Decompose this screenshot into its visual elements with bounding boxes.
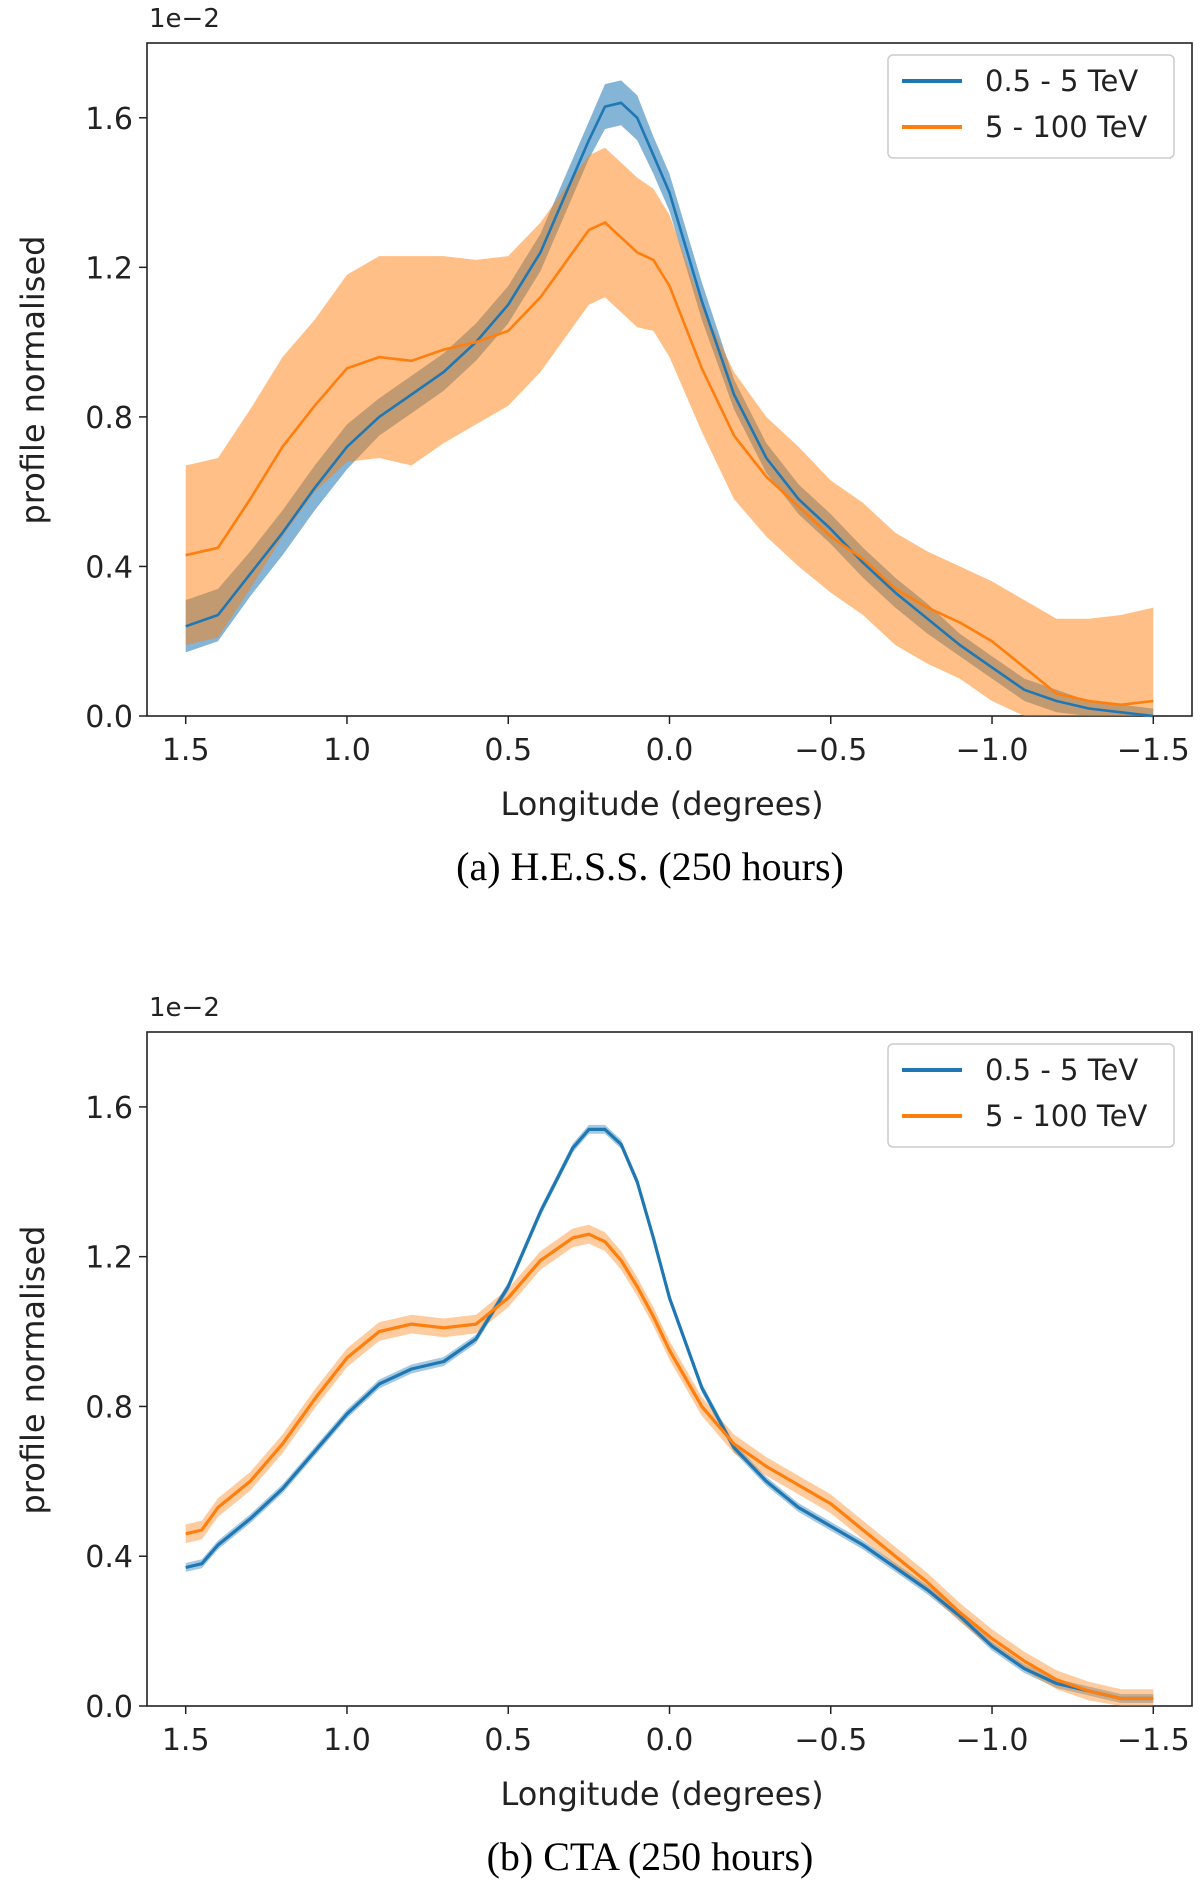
panel-a-x-axis-label: Longitude (degrees) <box>500 785 823 823</box>
panel-b-x-tick-label: 0.5 <box>484 1723 532 1758</box>
panel-a-x-tick-label: −1.5 <box>1117 733 1190 768</box>
panel-b-y-tick-label: 0.4 <box>85 1540 133 1575</box>
panel-b-exponent-label: 1e−2 <box>149 993 220 1023</box>
panel-b-legend-label-orange: 5 - 100 TeV <box>985 1099 1148 1133</box>
panel-a-x-tick-label: 1.5 <box>162 733 210 768</box>
panel-b-y-tick-label: 0.0 <box>85 1690 133 1725</box>
panel-a-legend-label-orange: 5 - 100 TeV <box>985 110 1148 144</box>
panel-a-y-tick-label: 0.0 <box>85 700 133 735</box>
panel-a-series-line-blue <box>185 101 1154 718</box>
panel-b-x-tick-label: 1.0 <box>323 1723 371 1758</box>
panel-a-y-tick-label: 1.6 <box>85 102 133 137</box>
panel-b-caption: (b) CTA (250 hours) <box>487 1834 814 1879</box>
panel-a-x-tick-label: −0.5 <box>794 733 867 768</box>
panel-b: 1.5 1.0 0.5 0.0 −0.5 −1.0 −1.5 0.0 0.4 0.8 1.2 1.6… <box>14 993 1193 1879</box>
panel-a-x-tick-label: 1.0 <box>323 733 371 768</box>
panel-a-x-ticks: 1.5 1.0 0.5 0.0 −0.5 −1.0 −1.5 <box>162 716 1190 768</box>
panel-b-x-tick-label: −1.5 <box>1117 1723 1190 1758</box>
panel-b-x-tick-label: −1.0 <box>956 1723 1029 1758</box>
panel-b-x-axis-label: Longitude (degrees) <box>500 1775 823 1813</box>
panel-a-caption: (a) H.E.S.S. (250 hours) <box>456 844 844 889</box>
panel-a-y-ticks: 0.0 0.4 0.8 1.2 1.6 <box>85 102 147 735</box>
panel-a-legend-label-blue: 0.5 - 5 TeV <box>985 64 1138 98</box>
panel-a-x-tick-label: 0.0 <box>646 733 694 768</box>
panel-b-series-line-orange <box>185 1232 1154 1701</box>
panel-a-x-tick-label: 0.5 <box>484 733 532 768</box>
panel-b-x-tick-label: 0.0 <box>646 1723 694 1758</box>
panel-a-x-tick-label: −1.0 <box>956 733 1029 768</box>
panel-a-y-tick-label: 0.8 <box>85 401 133 436</box>
panel-b-y-tick-label: 0.8 <box>85 1390 133 1425</box>
panel-b-lines <box>185 1127 1154 1701</box>
panel-a-band-orange <box>185 147 1154 716</box>
panel-b-x-tick-label: −0.5 <box>794 1723 867 1758</box>
panel-b-y-ticks: 0.0 0.4 0.8 1.2 1.6 <box>85 1091 147 1725</box>
panel-a-legend: 0.5 - 5 TeV 5 - 100 TeV <box>887 54 1175 159</box>
panel-a-exponent-label: 1e−2 <box>149 4 220 34</box>
panel-a-y-tick-label: 0.4 <box>85 550 133 585</box>
panel-a-series-line-orange <box>185 221 1154 707</box>
panel-a-lines <box>185 101 1154 718</box>
panel-b-y-tick-label: 1.6 <box>85 1091 133 1126</box>
panel-a: 1.5 1.0 0.5 0.0 −0.5 −1.0 −1.5 0.0 0.4 0.8 1.2 1.6… <box>14 4 1193 889</box>
panel-b-y-axis-label: profile normalised <box>14 1226 52 1515</box>
panel-b-series-line-blue <box>185 1127 1154 1701</box>
panel-a-y-tick-label: 1.2 <box>85 251 133 286</box>
panel-b-legend-label-blue: 0.5 - 5 TeV <box>985 1053 1138 1087</box>
panel-b-legend: 0.5 - 5 TeV 5 - 100 TeV <box>887 1043 1175 1148</box>
panel-a-bands <box>185 80 1154 716</box>
panel-b-y-tick-label: 1.2 <box>85 1241 133 1276</box>
panel-b-x-ticks: 1.5 1.0 0.5 0.0 −0.5 −1.0 −1.5 <box>162 1706 1190 1758</box>
panel-b-x-tick-label: 1.5 <box>162 1723 210 1758</box>
panel-a-y-axis-label: profile normalised <box>14 236 52 525</box>
